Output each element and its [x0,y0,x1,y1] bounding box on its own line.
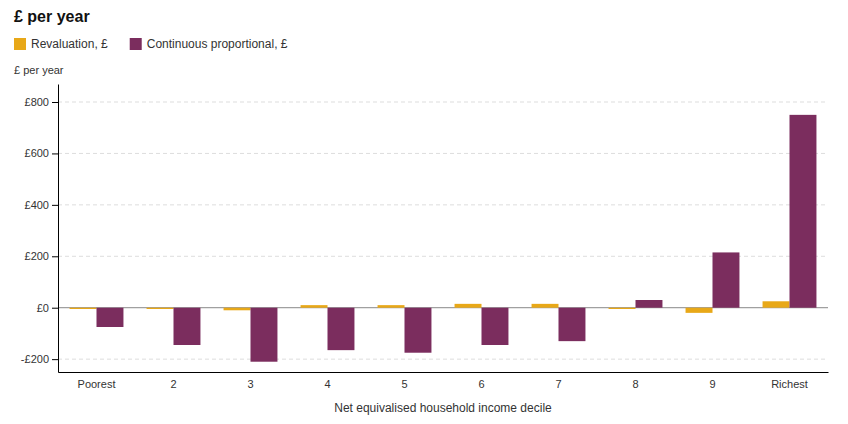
x-tick-label: 8 [632,378,638,390]
legend-swatch [130,38,142,50]
x-tick: 4 [324,378,330,390]
y-tick-label: £800 [25,96,49,108]
x-axis-label: Net equivalised household income decile [334,401,552,415]
x-tick: 8 [632,378,638,390]
grid-line [58,102,828,103]
legend-label: Revaluation, £ [31,37,108,51]
bars [70,115,817,362]
x-tick: 6 [478,378,484,390]
x-tick-label: Poorest [78,378,116,390]
x-tick-label: 6 [478,378,484,390]
bar [609,308,636,309]
grid-line [58,204,828,205]
bar [174,308,201,345]
y-tick: £600 [25,147,58,159]
bar [763,301,790,307]
bar [532,304,559,308]
x-axis: Poorest 2 3 4 5 6 7 8 9 Richest [59,373,829,390]
y-tick: £0 [37,302,58,314]
y-tick-label: £200 [25,250,49,262]
bar [455,304,482,308]
bar [251,308,278,362]
bar [790,115,817,308]
y-tick-mark [52,153,58,154]
y-tick-mark [52,359,58,360]
y-tick: £800 [25,96,58,108]
x-tick-label: 3 [247,378,253,390]
y-tick-mark [52,256,58,257]
bar [405,308,432,353]
x-tick-label: 2 [170,378,176,390]
legend: Revaluation, £ Continuous proportional, £ [14,37,288,51]
y-axis-line [58,85,59,373]
y-tick-mark [52,308,58,309]
x-axis-line [59,372,829,373]
y-tick-label: -£200 [21,353,49,365]
bar [713,252,740,307]
y-tick-label: £400 [25,199,49,211]
grid [58,102,828,359]
legend-swatch [14,38,26,50]
x-tick: Richest [771,378,808,390]
grid-line [58,153,828,154]
bar [301,305,328,308]
x-tick: 7 [555,378,561,390]
legend-item: Continuous proportional, £ [130,37,288,51]
x-tick: 2 [170,378,176,390]
bar [70,308,97,309]
bar [378,305,405,308]
y-axis-label: £ per year [14,64,64,76]
x-tick-label: 5 [401,378,407,390]
bar [97,308,124,327]
x-tick: 3 [247,378,253,390]
chart: £ per year Revaluation, £ Continuous propo… [0,0,848,424]
grid-line [58,359,828,360]
x-tick-label: 9 [709,378,715,390]
bar [559,308,586,341]
y-tick: £200 [25,250,58,262]
bar [328,308,355,350]
x-tick-label: 7 [555,378,561,390]
x-tick-label: Richest [771,378,808,390]
y-tick-label: £600 [25,147,49,159]
title: £ per year [14,8,90,25]
bar [224,308,251,311]
bar [147,308,174,309]
y-axis: -£200 £0 £200 £400 £600 £800 [21,85,59,373]
x-tick: 5 [401,378,407,390]
series [97,115,817,362]
x-tick: 9 [709,378,715,390]
bar [482,308,509,345]
y-tick-mark [52,102,58,103]
bar [686,308,713,313]
plot: -£200 £0 £200 £400 £600 £800 Poorest 2 3 4 5 6 7 8 9 Ri… [21,85,829,390]
y-tick-mark [52,205,58,206]
legend-label: Continuous proportional, £ [147,37,288,51]
legend-item: Revaluation, £ [14,37,108,51]
y-tick: -£200 [21,353,58,365]
y-tick-label: £0 [37,302,49,314]
bar [636,300,663,308]
y-tick: £400 [25,199,58,211]
x-tick: Poorest [78,378,116,390]
x-tick-label: 4 [324,378,330,390]
